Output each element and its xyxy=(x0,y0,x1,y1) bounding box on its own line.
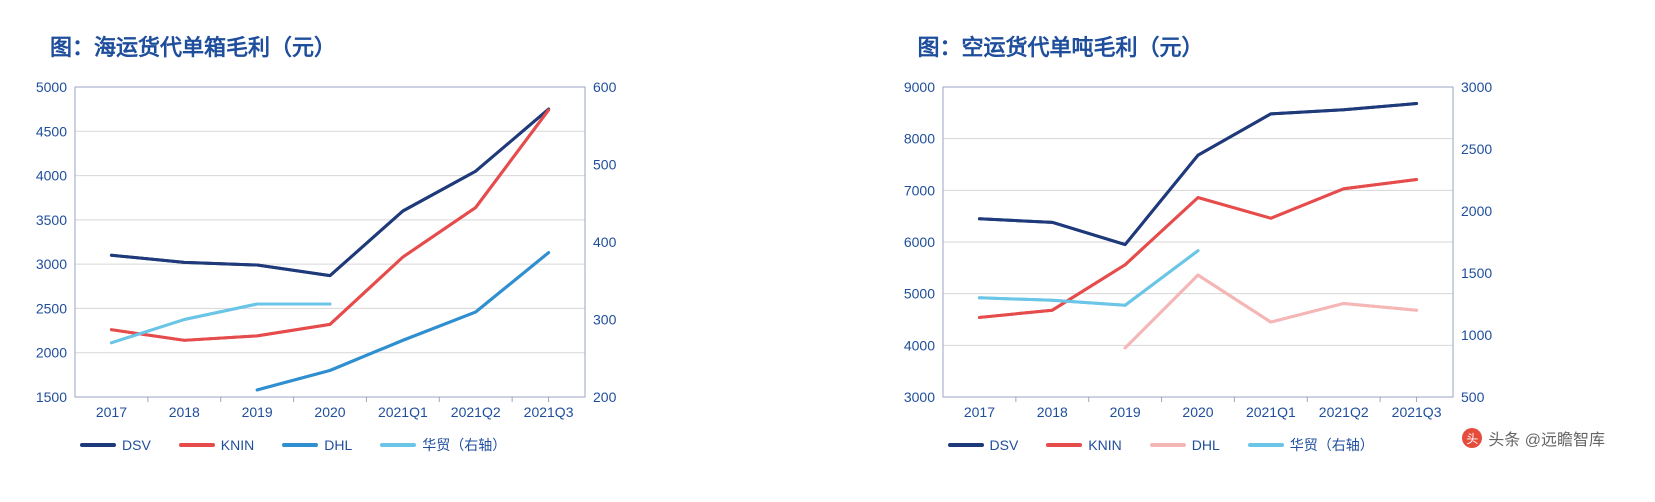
legend-item: DHL xyxy=(1150,437,1220,453)
svg-text:2018: 2018 xyxy=(169,404,200,420)
legend-item: 华贸（右轴） xyxy=(1248,435,1374,455)
chart-legend: DSV KNIN DHL 华贸（右轴） xyxy=(80,435,768,455)
svg-text:4000: 4000 xyxy=(36,168,67,184)
svg-text:2020: 2020 xyxy=(1182,404,1213,420)
chart-area: 3000 4000 5000 6000 7000 8000 9000 500 1000 1500 2… xyxy=(888,77,1508,427)
legend-label: DSV xyxy=(122,437,151,453)
chart-panel-ocean: 图：海运货代单箱毛利（元） 1500 2000 2500 3000 3500 4000 45… xyxy=(20,20,768,455)
svg-text:4500: 4500 xyxy=(36,123,67,139)
legend-label: DSV xyxy=(990,437,1019,453)
svg-text:9000: 9000 xyxy=(903,79,934,95)
svg-text:6000: 6000 xyxy=(903,234,934,250)
svg-text:1500: 1500 xyxy=(1461,265,1492,281)
chart-title: 图：空运货代单吨毛利（元） xyxy=(918,30,1636,62)
legend-item: DHL xyxy=(282,437,352,453)
svg-text:2000: 2000 xyxy=(36,345,67,361)
svg-text:5000: 5000 xyxy=(36,79,67,95)
svg-text:8000: 8000 xyxy=(903,131,934,147)
legend-swatch xyxy=(282,443,318,447)
svg-text:7000: 7000 xyxy=(903,182,934,198)
svg-text:300: 300 xyxy=(593,312,617,328)
watermark-icon: 头 xyxy=(1462,428,1482,448)
svg-text:400: 400 xyxy=(593,234,617,250)
svg-text:2021Q3: 2021Q3 xyxy=(524,404,574,420)
svg-text:2017: 2017 xyxy=(963,404,994,420)
svg-text:4000: 4000 xyxy=(903,337,934,353)
svg-text:2021Q1: 2021Q1 xyxy=(1245,404,1295,420)
svg-text:500: 500 xyxy=(593,157,617,173)
legend-item: DSV xyxy=(80,437,151,453)
chart-svg: 3000 4000 5000 6000 7000 8000 9000 500 1000 1500 2… xyxy=(888,77,1508,427)
svg-text:2021Q2: 2021Q2 xyxy=(451,404,501,420)
watermark-label: 头条 @远瞻智库 xyxy=(1488,426,1605,450)
svg-text:1000: 1000 xyxy=(1461,327,1492,343)
legend-label: DHL xyxy=(1192,437,1220,453)
svg-text:3000: 3000 xyxy=(1461,79,1492,95)
watermark: 头 头条 @远瞻智库 xyxy=(1462,426,1605,450)
chart-svg: 1500 2000 2500 3000 3500 4000 4500 5000 200 300 40… xyxy=(20,77,640,427)
legend-swatch xyxy=(1248,443,1284,447)
legend-label: DHL xyxy=(324,437,352,453)
legend-item: KNIN xyxy=(179,437,254,453)
legend-label: KNIN xyxy=(221,437,254,453)
legend-label: 华贸（右轴） xyxy=(422,435,506,455)
chart-area: 1500 2000 2500 3000 3500 4000 4500 5000 200 300 40… xyxy=(20,77,640,427)
svg-text:2019: 2019 xyxy=(242,404,273,420)
legend-swatch xyxy=(1046,443,1082,447)
legend-label: KNIN xyxy=(1088,437,1121,453)
svg-text:2500: 2500 xyxy=(36,300,67,316)
legend-item: KNIN xyxy=(1046,437,1121,453)
svg-text:5000: 5000 xyxy=(903,286,934,302)
svg-text:3500: 3500 xyxy=(36,212,67,228)
svg-text:2500: 2500 xyxy=(1461,141,1492,157)
svg-text:2000: 2000 xyxy=(1461,203,1492,219)
svg-text:1500: 1500 xyxy=(36,389,67,405)
svg-text:2021Q3: 2021Q3 xyxy=(1391,404,1441,420)
legend-item: 华贸（右轴） xyxy=(380,435,506,455)
svg-text:3000: 3000 xyxy=(36,256,67,272)
svg-text:2017: 2017 xyxy=(96,404,127,420)
legend-swatch xyxy=(380,443,416,447)
svg-text:2021Q1: 2021Q1 xyxy=(378,404,428,420)
svg-text:2020: 2020 xyxy=(314,404,345,420)
legend-swatch xyxy=(80,443,116,447)
svg-text:600: 600 xyxy=(593,79,617,95)
chart-panel-air: 图：空运货代单吨毛利（元） 3000 4000 5000 6000 7000 8000 90… xyxy=(888,20,1636,455)
legend-swatch xyxy=(1150,443,1186,447)
svg-text:2018: 2018 xyxy=(1036,404,1067,420)
chart-title: 图：海运货代单箱毛利（元） xyxy=(50,30,768,62)
legend-label: 华贸（右轴） xyxy=(1290,435,1374,455)
legend-swatch xyxy=(948,443,984,447)
legend-item: DSV xyxy=(948,437,1019,453)
svg-text:2021Q2: 2021Q2 xyxy=(1318,404,1368,420)
svg-text:200: 200 xyxy=(593,389,617,405)
svg-text:500: 500 xyxy=(1461,389,1485,405)
legend-swatch xyxy=(179,443,215,447)
svg-text:2019: 2019 xyxy=(1109,404,1140,420)
svg-text:3000: 3000 xyxy=(903,389,934,405)
